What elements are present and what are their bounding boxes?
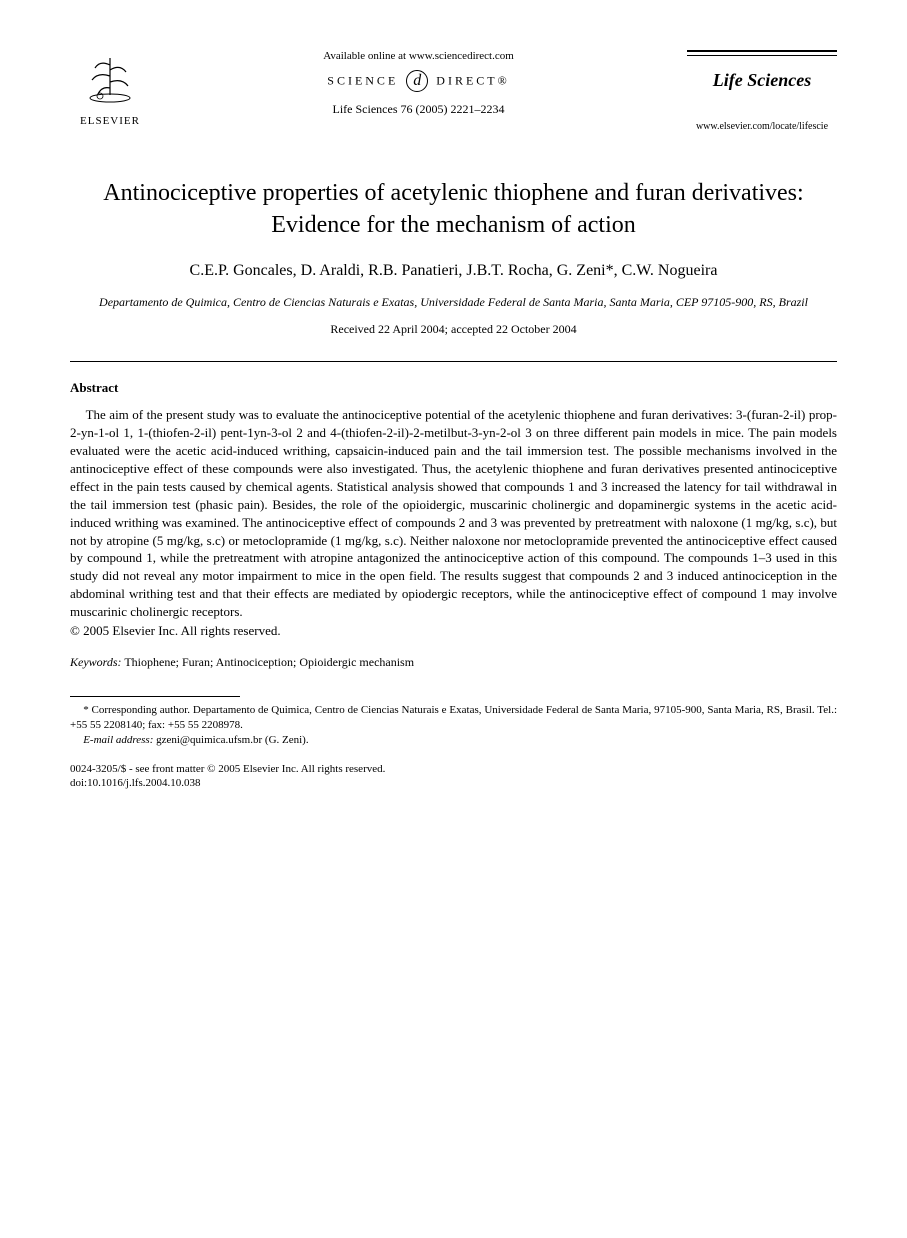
sciencedirect-logo: SCIENCE d DIRECT®	[170, 70, 667, 92]
email-address: gzeni@quimica.ufsm.br (G. Zeni).	[153, 734, 308, 746]
footnote-block: * Corresponding author. Departamento de …	[70, 703, 837, 748]
keywords-text: Thiophene; Furan; Antinociception; Opioi…	[122, 655, 415, 669]
abstract-body: The aim of the present study was to eval…	[70, 406, 837, 621]
sd-left: SCIENCE	[327, 74, 398, 88]
email-line: E-mail address: gzeni@quimica.ufsm.br (G…	[70, 733, 837, 748]
copyright: © 2005 Elsevier Inc. All rights reserved…	[70, 623, 837, 639]
header-center: Available online at www.sciencedirect.co…	[150, 50, 687, 117]
email-label: E-mail address:	[83, 734, 153, 746]
journal-box: Life Sciences www.elsevier.com/locate/li…	[687, 50, 837, 132]
front-matter: 0024-3205/$ - see front matter © 2005 El…	[70, 762, 837, 776]
available-online-text: Available online at www.sciencedirect.co…	[170, 50, 667, 62]
article-title: Antinociceptive properties of acetylenic…	[70, 177, 837, 242]
footer-info: 0024-3205/$ - see front matter © 2005 El…	[70, 762, 837, 791]
sd-right: DIRECT®	[436, 74, 509, 88]
citation-text: Life Sciences 76 (2005) 2221–2234	[170, 102, 667, 117]
keywords: Keywords: Thiophene; Furan; Antinocicept…	[70, 655, 837, 670]
abstract-heading: Abstract	[70, 380, 837, 396]
journal-name: Life Sciences	[687, 70, 837, 91]
journal-url: www.elsevier.com/locate/lifescie	[687, 121, 837, 132]
authors: C.E.P. Goncales, D. Araldi, R.B. Panatie…	[70, 262, 837, 280]
affiliation: Departamento de Quimica, Centro de Cienc…	[70, 294, 837, 310]
sd-d-icon: d	[406, 70, 428, 92]
footnote-rule	[70, 696, 240, 697]
journal-bar-thick	[687, 50, 837, 52]
publisher-logo: ELSEVIER	[70, 50, 150, 127]
section-rule	[70, 361, 837, 362]
journal-bar-thin	[687, 55, 837, 56]
article-dates: Received 22 April 2004; accepted 22 Octo…	[70, 322, 837, 337]
corresponding-author: * Corresponding author. Departamento de …	[70, 703, 837, 733]
elsevier-tree-icon	[70, 50, 150, 113]
header: ELSEVIER Available online at www.science…	[70, 50, 837, 132]
doi: doi:10.1016/j.lfs.2004.10.038	[70, 776, 837, 790]
keywords-label: Keywords:	[70, 655, 122, 669]
publisher-name: ELSEVIER	[70, 115, 150, 127]
